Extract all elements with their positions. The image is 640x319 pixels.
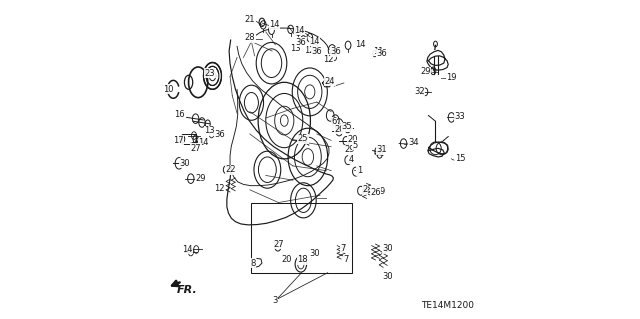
- Text: 12: 12: [304, 46, 314, 55]
- Text: 14: 14: [269, 20, 280, 29]
- Text: 21: 21: [244, 15, 255, 24]
- Text: 4: 4: [349, 155, 354, 164]
- Bar: [182, 134, 196, 144]
- Text: 36: 36: [214, 130, 225, 139]
- Text: 14: 14: [355, 40, 365, 49]
- Text: 15: 15: [456, 154, 466, 163]
- Text: 29: 29: [345, 145, 355, 154]
- Text: 12: 12: [214, 184, 224, 193]
- Text: 20: 20: [334, 125, 345, 134]
- Text: 2: 2: [362, 185, 367, 194]
- Text: 6: 6: [331, 117, 337, 126]
- Text: 9: 9: [380, 187, 385, 196]
- Text: 31: 31: [377, 145, 387, 154]
- Text: 7: 7: [340, 244, 346, 253]
- Text: 13: 13: [290, 44, 301, 53]
- Text: 28: 28: [244, 33, 255, 42]
- Text: 33: 33: [454, 112, 465, 121]
- Text: 22: 22: [225, 165, 236, 174]
- Text: 36: 36: [377, 49, 388, 58]
- Text: 5: 5: [353, 141, 358, 150]
- Text: 20: 20: [347, 135, 358, 144]
- Text: 8: 8: [250, 259, 256, 268]
- Text: 14: 14: [310, 37, 320, 46]
- Text: 13: 13: [205, 126, 215, 135]
- Text: FR.: FR.: [177, 285, 198, 295]
- Text: 20: 20: [281, 256, 292, 264]
- Text: 11: 11: [372, 47, 383, 56]
- Text: 30: 30: [179, 159, 189, 168]
- Text: 26: 26: [371, 189, 381, 197]
- Text: 30: 30: [382, 272, 393, 281]
- Text: 14: 14: [294, 26, 305, 35]
- Text: 25: 25: [298, 134, 308, 143]
- Text: 30: 30: [310, 249, 321, 258]
- Text: 3: 3: [273, 296, 278, 305]
- Text: 35: 35: [342, 122, 352, 131]
- Text: 32: 32: [414, 87, 424, 96]
- Text: 27: 27: [191, 144, 202, 153]
- Text: 30: 30: [382, 244, 393, 253]
- Text: 24: 24: [324, 77, 335, 86]
- Text: 17: 17: [173, 136, 183, 145]
- Text: 23: 23: [205, 69, 215, 78]
- Text: TE14M1200: TE14M1200: [420, 301, 474, 310]
- Text: 7: 7: [343, 256, 349, 264]
- Text: 36: 36: [330, 47, 340, 56]
- Text: 27: 27: [274, 240, 284, 249]
- Text: 16: 16: [174, 110, 185, 119]
- Text: 29: 29: [420, 67, 431, 76]
- Bar: [251, 203, 352, 273]
- Text: 14: 14: [182, 245, 193, 254]
- Text: 36: 36: [296, 38, 306, 47]
- Text: 18: 18: [297, 256, 308, 264]
- Text: 34: 34: [409, 138, 419, 147]
- Text: 29: 29: [196, 174, 206, 183]
- Text: 19: 19: [446, 73, 456, 82]
- Text: 14: 14: [198, 138, 209, 147]
- Text: 12: 12: [323, 55, 333, 63]
- Text: 1: 1: [356, 166, 362, 175]
- Text: 10: 10: [163, 85, 173, 94]
- Text: 36: 36: [312, 47, 322, 56]
